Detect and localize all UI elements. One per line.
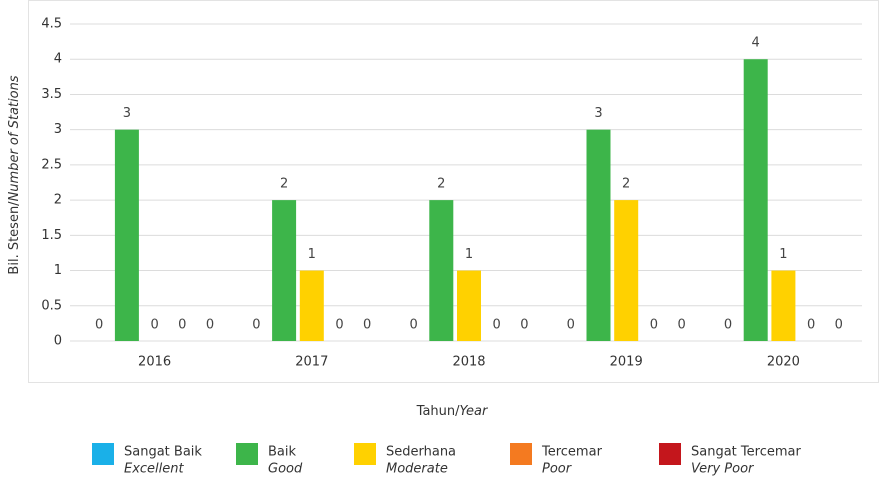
bar (272, 200, 297, 341)
x-tick-label: 2017 (295, 355, 328, 370)
legend-swatch (659, 443, 681, 465)
data-label: 0 (95, 318, 103, 333)
data-label: 0 (178, 318, 186, 333)
data-label: 0 (567, 318, 575, 333)
legend-label: Sangat Tercemar (691, 445, 801, 460)
y-tick-label: 2.5 (41, 157, 62, 172)
legend-label-en: Good (268, 462, 303, 477)
legend-label-en: Moderate (386, 462, 448, 477)
legend-label: Baik (268, 445, 296, 460)
data-label: 0 (335, 318, 343, 333)
data-label: 0 (724, 318, 732, 333)
data-label: 0 (520, 318, 528, 333)
data-label: 4 (752, 36, 760, 51)
y-tick-label: 1 (54, 263, 62, 278)
data-label: 2 (622, 177, 630, 192)
y-axis-label-ms: Bil. Stesen/ (7, 201, 22, 275)
x-axis-label: Tahun/Year (416, 404, 489, 419)
legend-label: Tercemar (541, 445, 603, 460)
legend-swatch (354, 443, 376, 465)
bar (429, 200, 454, 341)
x-tick-label: 2018 (452, 355, 485, 370)
x-axis-label-en: Year (460, 404, 489, 419)
legend-label-en: Poor (542, 462, 573, 477)
bar (114, 129, 139, 341)
legend-label-en: Excellent (124, 462, 185, 477)
bar (614, 200, 639, 341)
data-label: 0 (493, 318, 501, 333)
data-label: 0 (206, 318, 214, 333)
data-label: 1 (465, 247, 473, 262)
legend-item: Tercemar Poor (510, 443, 603, 477)
legend-item: Sangat Tercemar Very Poor (659, 443, 801, 477)
y-axis-label: Bil. Stesen/Number of Stations (7, 75, 22, 274)
y-tick-label: 0.5 (41, 298, 62, 313)
y-tick-label: 3 (54, 122, 62, 137)
y-tick-label: 2 (54, 193, 62, 208)
legend-label: Sangat Baik (124, 445, 202, 460)
x-tick-label: 2019 (610, 355, 643, 370)
y-tick-label: 0 (54, 334, 62, 349)
data-label: 3 (594, 106, 602, 121)
bar (586, 129, 611, 341)
data-label: 0 (807, 318, 815, 333)
data-label: 2 (437, 177, 445, 192)
data-label: 1 (308, 247, 316, 262)
legend-label-en: Very Poor (691, 462, 755, 477)
bar (771, 270, 796, 341)
y-axis-label-en: Number of Stations (7, 75, 22, 201)
data-label: 0 (252, 318, 260, 333)
y-tick-label: 4.5 (41, 17, 62, 32)
legend-label: Sederhana (386, 445, 456, 460)
x-axis-label-ms: Tahun/ (416, 404, 460, 419)
bar (457, 270, 481, 341)
y-tick-label: 1.5 (41, 228, 62, 243)
data-label: 0 (677, 318, 685, 333)
legend-item: Baik Good (236, 443, 303, 477)
legend-item: Sangat Baik Excellent (92, 443, 202, 477)
data-label: 3 (123, 106, 131, 121)
data-label: 0 (650, 318, 658, 333)
y-tick-label: 3.5 (41, 87, 62, 102)
bar (299, 270, 324, 341)
legend-swatch (510, 443, 532, 465)
data-label: 2 (280, 177, 288, 192)
legend-item: Sederhana Moderate (354, 443, 456, 477)
x-tick-label: 2016 (138, 355, 171, 370)
y-tick-label: 4 (54, 52, 62, 67)
data-label: 1 (779, 247, 787, 262)
data-label: 0 (409, 318, 417, 333)
data-label: 0 (363, 318, 371, 333)
x-tick-label: 2020 (767, 355, 800, 370)
bar (743, 59, 768, 341)
data-label: 0 (150, 318, 158, 333)
legend-swatch (236, 443, 258, 465)
data-label: 0 (835, 318, 843, 333)
legend-swatch (92, 443, 114, 465)
